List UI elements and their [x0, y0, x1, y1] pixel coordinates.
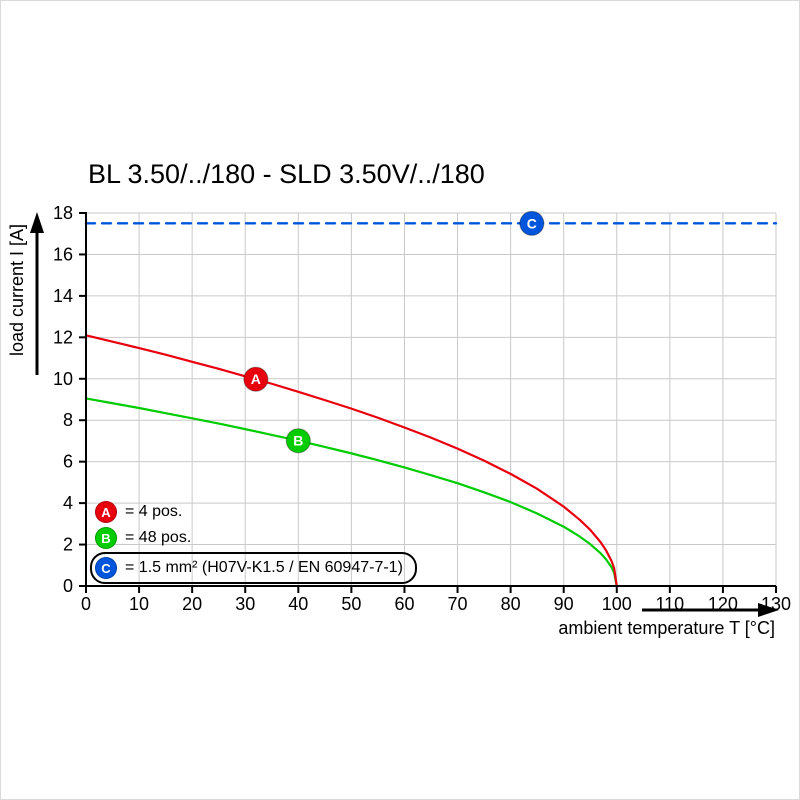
- y-tick-label: 2: [63, 535, 73, 555]
- curves: [84, 222, 778, 588]
- marker-a: [243, 366, 269, 392]
- x-tick-label: 0: [81, 594, 91, 614]
- legend-marker-c: C: [95, 557, 117, 579]
- legend-label-b: = 48 pos.: [125, 529, 192, 546]
- x-tick-label: 90: [554, 594, 574, 614]
- x-tick-label: 100: [602, 594, 632, 614]
- curve-a: [84, 334, 618, 588]
- marker-label-a: A: [251, 371, 261, 387]
- y-tick-label: 12: [53, 327, 73, 347]
- x-tick-label: 80: [501, 594, 521, 614]
- y-tick-label: 6: [63, 452, 73, 472]
- x-axis-arrow-head: [758, 603, 779, 617]
- y-tick-label: 8: [63, 410, 73, 430]
- x-tick-label: 10: [129, 594, 149, 614]
- y-axis-arrow-head: [30, 212, 44, 233]
- marker-b: [285, 428, 311, 454]
- y-tick-label: 10: [53, 369, 73, 389]
- chart-title: BL 3.50/../180 - SLD 3.50V/../180: [88, 159, 485, 189]
- marker-label-c: C: [527, 215, 537, 231]
- y-tick-label: 14: [53, 286, 73, 306]
- y-tick-label: 18: [53, 203, 73, 223]
- axis-arrows: [30, 212, 779, 617]
- x-tick-label: 20: [182, 594, 202, 614]
- legend-item-c: C = 1.5 mm² (H07V-K1.5 / EN 60947-7-1): [90, 552, 417, 584]
- legend-label-a: = 4 pos.: [125, 503, 183, 520]
- y-tick-label: 16: [53, 244, 73, 264]
- marker-label-b: B: [293, 433, 303, 449]
- legend-marker-a: A: [95, 501, 117, 523]
- marker-c: [519, 210, 545, 236]
- x-tick-label: 30: [235, 594, 255, 614]
- y-tick-label: 0: [63, 576, 73, 596]
- legend-marker-b: B: [95, 527, 117, 549]
- y-tick-label: 4: [63, 493, 73, 513]
- legend-label-c: = 1.5 mm² (H07V-K1.5 / EN 60947-7-1): [125, 559, 403, 576]
- legend-item-a: A = 4 pos.: [95, 500, 417, 524]
- x-tick-label: 40: [288, 594, 308, 614]
- x-axis-label: ambient temperature T [°C]: [558, 618, 775, 638]
- x-tick-label: 70: [448, 594, 468, 614]
- curve-b: [84, 397, 618, 588]
- y-axis-label: load current I [A]: [7, 224, 27, 356]
- legend-item-b: B = 48 pos.: [95, 526, 417, 550]
- x-tick-label: 50: [341, 594, 361, 614]
- x-tick-label: 60: [394, 594, 414, 614]
- curve-markers: C B A: [243, 210, 545, 454]
- legend: A = 4 pos. B = 48 pos. C = 1.5 mm² (H07V…: [90, 500, 417, 586]
